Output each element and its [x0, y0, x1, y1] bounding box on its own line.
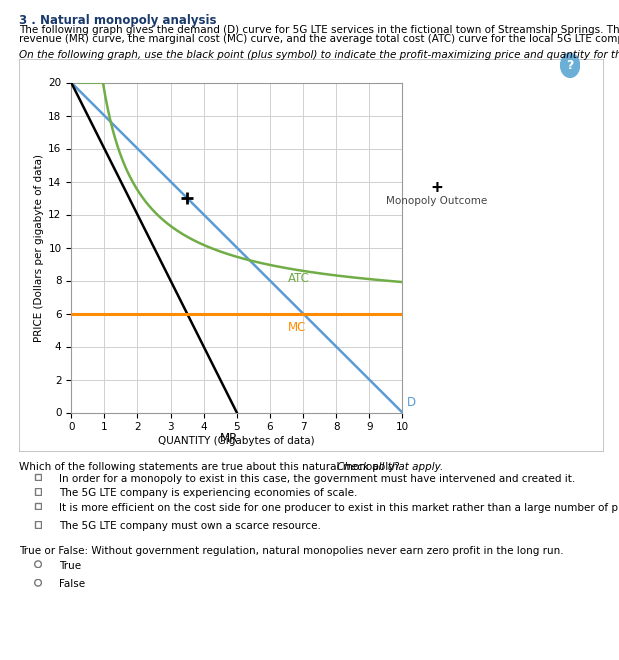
- Text: False: False: [59, 579, 85, 589]
- Text: D: D: [407, 396, 417, 409]
- Text: MC: MC: [288, 321, 306, 334]
- Text: revenue (MR) curve, the marginal cost (MC) curve, and the average total cost (AT: revenue (MR) curve, the marginal cost (M…: [19, 34, 619, 44]
- Text: Monopoly Outcome: Monopoly Outcome: [386, 196, 487, 207]
- X-axis label: QUANTITY (Gigabytes of data): QUANTITY (Gigabytes of data): [158, 436, 315, 446]
- Text: +: +: [431, 179, 442, 197]
- Text: MR: MR: [220, 432, 238, 446]
- Text: In order for a monopoly to exist in this case, the government must have interven: In order for a monopoly to exist in this…: [59, 474, 575, 484]
- Y-axis label: PRICE (Dollars per gigabyte of data): PRICE (Dollars per gigabyte of data): [34, 154, 44, 341]
- Text: The following graph gives the demand (D) curve for 5G LTE services in the fictio: The following graph gives the demand (D)…: [19, 25, 619, 35]
- Text: The 5G LTE company is experiencing economies of scale.: The 5G LTE company is experiencing econo…: [59, 488, 357, 498]
- Text: It is more efficient on the cost side for one producer to exist in this market r: It is more efficient on the cost side fo…: [59, 503, 619, 513]
- Text: ?: ?: [566, 59, 574, 72]
- Text: The 5G LTE company must own a scarce resource.: The 5G LTE company must own a scarce res…: [59, 521, 321, 531]
- Text: True or False: Without government regulation, natural monopolies never earn zero: True or False: Without government regula…: [19, 546, 563, 556]
- Text: True: True: [59, 561, 81, 571]
- Circle shape: [561, 53, 579, 77]
- Text: ATC: ATC: [288, 273, 310, 285]
- Bar: [35, 474, 41, 480]
- Bar: [35, 521, 41, 528]
- Text: Check all that apply.: Check all that apply.: [337, 462, 444, 472]
- Text: Which of the following statements are true about this natural monopoly?: Which of the following statements are tr…: [19, 462, 403, 472]
- Text: 3 . Natural monopoly analysis: 3 . Natural monopoly analysis: [19, 14, 216, 27]
- Text: On the following graph, use the black point (plus symbol) to indicate the profit: On the following graph, use the black po…: [19, 50, 619, 60]
- Bar: [35, 488, 41, 495]
- Bar: [35, 503, 41, 510]
